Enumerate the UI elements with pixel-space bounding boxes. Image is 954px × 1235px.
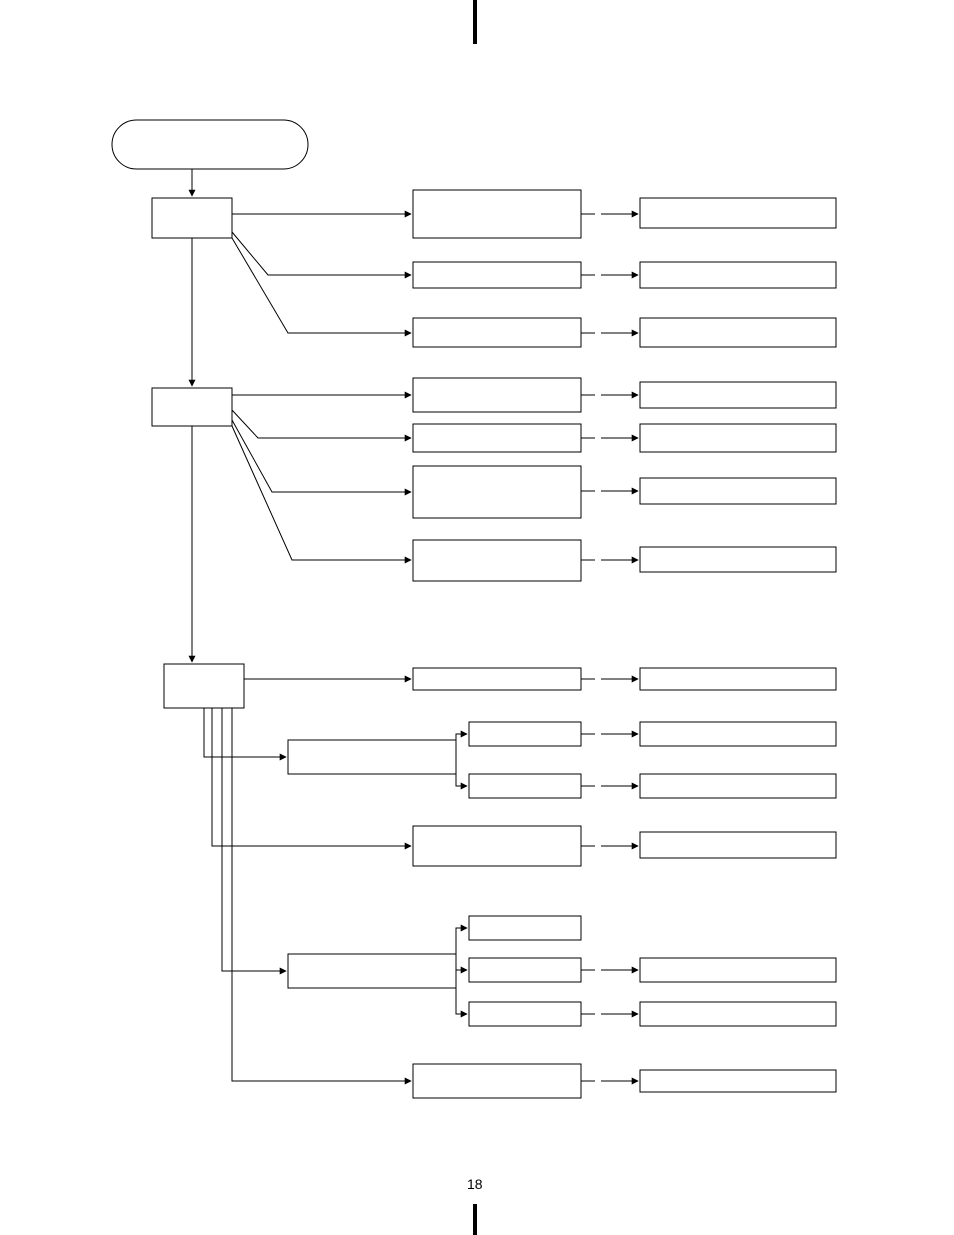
flowchart-box (413, 190, 581, 238)
flowchart-box (469, 958, 581, 982)
flowchart-edge (456, 928, 467, 971)
flowchart-box (640, 547, 836, 572)
flowchart-svg (0, 0, 954, 1235)
flowchart-edge (232, 232, 411, 275)
flowchart-edge (232, 420, 411, 492)
flowchart-box (640, 958, 836, 982)
flowchart-edge (456, 734, 467, 757)
flowchart-box (640, 722, 836, 746)
page-number: 18 (467, 1176, 483, 1192)
flowchart-edge (204, 708, 286, 757)
flowchart-box (469, 1002, 581, 1026)
flowchart-box (469, 774, 581, 798)
flowchart-box (640, 424, 836, 452)
flowchart-box (413, 668, 581, 690)
flowchart-box (469, 916, 581, 940)
flowchart-box (152, 198, 232, 238)
center-divider (473, 0, 477, 44)
flowchart-box (640, 382, 836, 408)
center-divider (473, 1204, 477, 1235)
flowchart-box (640, 198, 836, 228)
flowchart-edge (232, 238, 411, 333)
flowchart-box (413, 378, 581, 412)
flowchart-box (413, 1064, 581, 1098)
start-node (112, 120, 308, 169)
flowchart-box (413, 318, 581, 347)
flowchart-box (164, 664, 244, 708)
flowchart-box (640, 774, 836, 798)
flowchart-box (640, 1070, 836, 1092)
flowchart-box (413, 466, 581, 518)
flowchart-box (288, 740, 456, 774)
flowchart-box (640, 478, 836, 504)
flowchart-box (413, 540, 581, 581)
flowchart-box (413, 262, 581, 288)
flowchart-edge (212, 708, 411, 846)
flowchart-box (469, 722, 581, 746)
flowchart-edge (232, 426, 411, 560)
flowchart-box (413, 424, 581, 452)
flowchart-box (288, 954, 456, 988)
flowchart-box (640, 1002, 836, 1026)
flowchart-box (640, 262, 836, 288)
flowchart-box (640, 832, 836, 858)
flowchart-edge (456, 757, 467, 786)
page-container: 18 (0, 0, 954, 1235)
flowchart-box (413, 826, 581, 866)
flowchart-box (640, 668, 836, 690)
flowchart-edge (232, 410, 411, 438)
flowchart-box (152, 388, 232, 426)
flowchart-edge (456, 971, 467, 1014)
flowchart-box (640, 318, 836, 347)
